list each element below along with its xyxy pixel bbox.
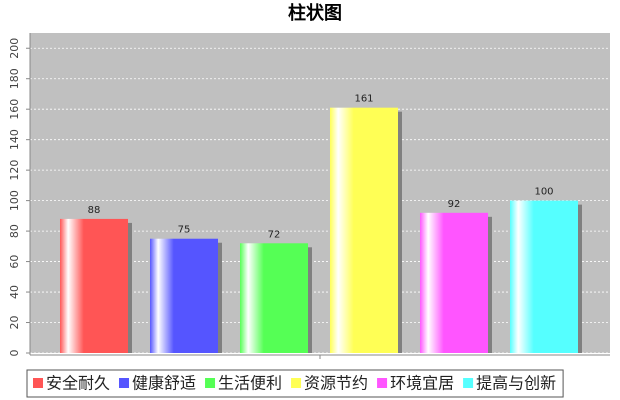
value-label: 88 xyxy=(88,205,101,216)
y-tick-label: 100 xyxy=(8,190,21,211)
y-tick-label: 140 xyxy=(8,129,21,150)
bar xyxy=(420,212,488,353)
y-tick-label: 80 xyxy=(8,224,21,238)
legend-swatch xyxy=(33,378,43,388)
bar xyxy=(60,218,128,353)
value-label: 161 xyxy=(354,94,373,105)
y-tick-label: 40 xyxy=(8,285,21,299)
y-tick-label: 120 xyxy=(8,160,21,181)
legend-swatch xyxy=(205,378,216,388)
bar xyxy=(150,238,218,353)
y-tick-label: 160 xyxy=(8,99,21,120)
legend-label: 生活便利 xyxy=(218,374,282,393)
y-tick-label: 0 xyxy=(8,350,21,357)
legend-swatch xyxy=(377,378,388,388)
legend-label: 提高与创新 xyxy=(476,374,556,393)
value-label: 92 xyxy=(448,199,461,210)
bar xyxy=(330,107,398,354)
y-tick-label: 200 xyxy=(8,38,21,59)
legend-swatch xyxy=(463,378,474,388)
bar xyxy=(510,200,578,353)
legend-label: 健康舒适 xyxy=(132,374,196,393)
value-label: 100 xyxy=(534,187,553,198)
legend-swatch xyxy=(291,378,302,388)
value-label: 75 xyxy=(178,225,191,236)
legend-label: 资源节约 xyxy=(304,374,368,393)
value-label: 72 xyxy=(268,229,281,240)
y-tick-label: 180 xyxy=(8,68,21,89)
legend-swatch xyxy=(119,378,130,388)
y-tick-label: 60 xyxy=(8,255,21,269)
legend-label: 安全耐久 xyxy=(46,374,110,393)
bar xyxy=(240,243,308,353)
y-tick-label: 20 xyxy=(8,316,21,330)
legend-label: 环境宜居 xyxy=(390,374,454,393)
chart-title: 柱状图 xyxy=(288,2,342,24)
